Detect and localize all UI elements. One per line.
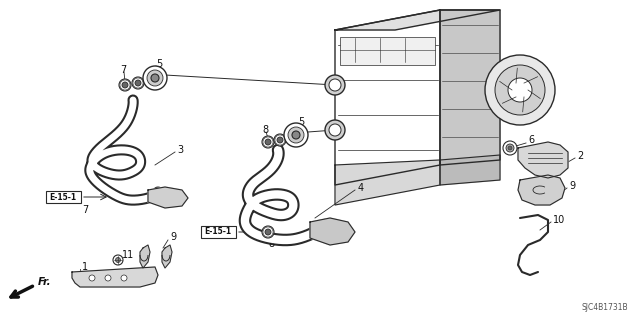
Circle shape [325,75,345,95]
Circle shape [292,131,300,139]
Circle shape [265,139,271,145]
Text: 9: 9 [569,181,575,191]
Text: 5: 5 [156,59,163,69]
Text: 4: 4 [358,183,364,193]
Text: 3: 3 [177,145,183,155]
Circle shape [119,79,131,91]
Polygon shape [335,10,500,30]
FancyBboxPatch shape [200,226,236,238]
Circle shape [122,82,128,88]
Text: 11: 11 [122,250,134,260]
Polygon shape [518,142,568,178]
Text: 2: 2 [577,151,583,161]
Text: 7: 7 [120,65,126,75]
Circle shape [329,79,341,91]
Polygon shape [335,160,440,205]
Polygon shape [440,155,500,185]
Circle shape [135,80,141,86]
FancyBboxPatch shape [45,191,81,203]
Text: 10: 10 [553,215,565,225]
Circle shape [113,255,123,265]
Circle shape [89,275,95,281]
Text: Fr.: Fr. [38,277,52,287]
Circle shape [508,78,532,102]
Circle shape [265,229,271,235]
Circle shape [274,134,286,146]
Text: E-15-1: E-15-1 [204,227,232,236]
Circle shape [262,136,274,148]
Circle shape [485,55,555,125]
Polygon shape [140,245,150,268]
Polygon shape [72,267,158,287]
Circle shape [147,70,163,86]
Text: 8: 8 [262,125,268,135]
Circle shape [503,141,517,155]
Text: 1: 1 [82,262,88,272]
Circle shape [105,275,111,281]
Polygon shape [310,218,355,245]
Polygon shape [335,10,440,185]
Circle shape [506,144,514,152]
Circle shape [132,77,144,89]
Circle shape [325,120,345,140]
Text: SJC4B1731B: SJC4B1731B [581,303,628,313]
Text: 7: 7 [82,205,88,215]
Circle shape [288,127,304,143]
Text: 5: 5 [298,117,304,127]
Text: 8: 8 [268,239,274,249]
Polygon shape [148,187,188,208]
Text: E-15-1: E-15-1 [49,192,77,202]
Circle shape [495,65,545,115]
Circle shape [284,123,308,147]
Text: 6: 6 [528,135,534,145]
Polygon shape [518,175,565,205]
Circle shape [508,146,512,150]
Text: 9: 9 [170,232,176,242]
Circle shape [151,74,159,82]
Circle shape [121,275,127,281]
Circle shape [277,137,283,143]
Circle shape [115,257,120,263]
FancyBboxPatch shape [340,37,435,65]
Circle shape [143,66,167,90]
Circle shape [329,124,341,136]
Circle shape [262,226,274,238]
Polygon shape [162,245,172,268]
Polygon shape [440,10,500,165]
